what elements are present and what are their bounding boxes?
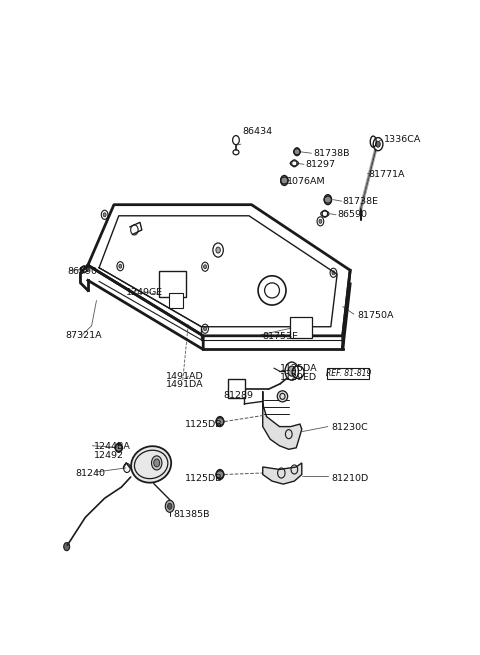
Text: 81738E: 81738E — [343, 196, 379, 206]
Text: 86590: 86590 — [337, 210, 367, 219]
Text: 86434: 86434 — [242, 127, 273, 136]
Circle shape — [288, 366, 296, 376]
Text: 81750A: 81750A — [358, 311, 394, 320]
Text: 81240: 81240 — [75, 468, 105, 477]
Text: 1249GE: 1249GE — [126, 288, 163, 297]
Text: 81385B: 81385B — [173, 510, 210, 519]
Circle shape — [64, 542, 70, 551]
Circle shape — [294, 147, 300, 156]
Text: 87321A: 87321A — [66, 331, 102, 341]
Text: 81738B: 81738B — [313, 149, 349, 158]
Circle shape — [115, 443, 122, 453]
Circle shape — [216, 247, 220, 253]
FancyBboxPatch shape — [228, 379, 245, 398]
Circle shape — [204, 265, 206, 269]
Circle shape — [165, 500, 174, 512]
Text: 81289: 81289 — [224, 391, 253, 400]
Circle shape — [119, 264, 122, 269]
Circle shape — [168, 503, 172, 510]
Circle shape — [332, 271, 335, 275]
Text: 81230C: 81230C — [332, 423, 368, 432]
FancyBboxPatch shape — [168, 293, 183, 308]
Text: 1244BA: 1244BA — [94, 442, 131, 451]
Circle shape — [154, 459, 160, 467]
FancyBboxPatch shape — [290, 317, 312, 339]
Text: 12492: 12492 — [94, 451, 123, 460]
Text: 1491DA: 1491DA — [166, 381, 204, 389]
FancyBboxPatch shape — [327, 367, 369, 379]
Circle shape — [319, 219, 322, 223]
Text: 86590: 86590 — [67, 267, 97, 276]
FancyBboxPatch shape — [159, 271, 186, 297]
Polygon shape — [263, 463, 302, 484]
Circle shape — [103, 213, 106, 217]
Text: 81771A: 81771A — [369, 170, 405, 179]
Circle shape — [204, 327, 206, 331]
Text: 1125DA: 1125DA — [279, 364, 317, 373]
Circle shape — [216, 417, 224, 426]
Text: 81210D: 81210D — [332, 474, 369, 483]
Circle shape — [281, 176, 288, 185]
Polygon shape — [263, 391, 302, 449]
Text: 1129ED: 1129ED — [279, 373, 317, 382]
Text: 1125DB: 1125DB — [185, 420, 222, 428]
Text: 81753E: 81753E — [263, 332, 299, 341]
Text: 1491AD: 1491AD — [166, 371, 204, 381]
Text: 1076AM: 1076AM — [287, 178, 325, 187]
Circle shape — [152, 456, 162, 470]
Ellipse shape — [131, 446, 171, 483]
Circle shape — [376, 141, 380, 147]
Text: REF. 81-819: REF. 81-819 — [325, 369, 371, 378]
Circle shape — [216, 470, 224, 479]
Text: 1125DB: 1125DB — [185, 474, 222, 483]
Text: 81297: 81297 — [305, 160, 336, 169]
Text: 1336CA: 1336CA — [384, 135, 421, 143]
Circle shape — [324, 195, 332, 204]
Ellipse shape — [277, 391, 288, 402]
